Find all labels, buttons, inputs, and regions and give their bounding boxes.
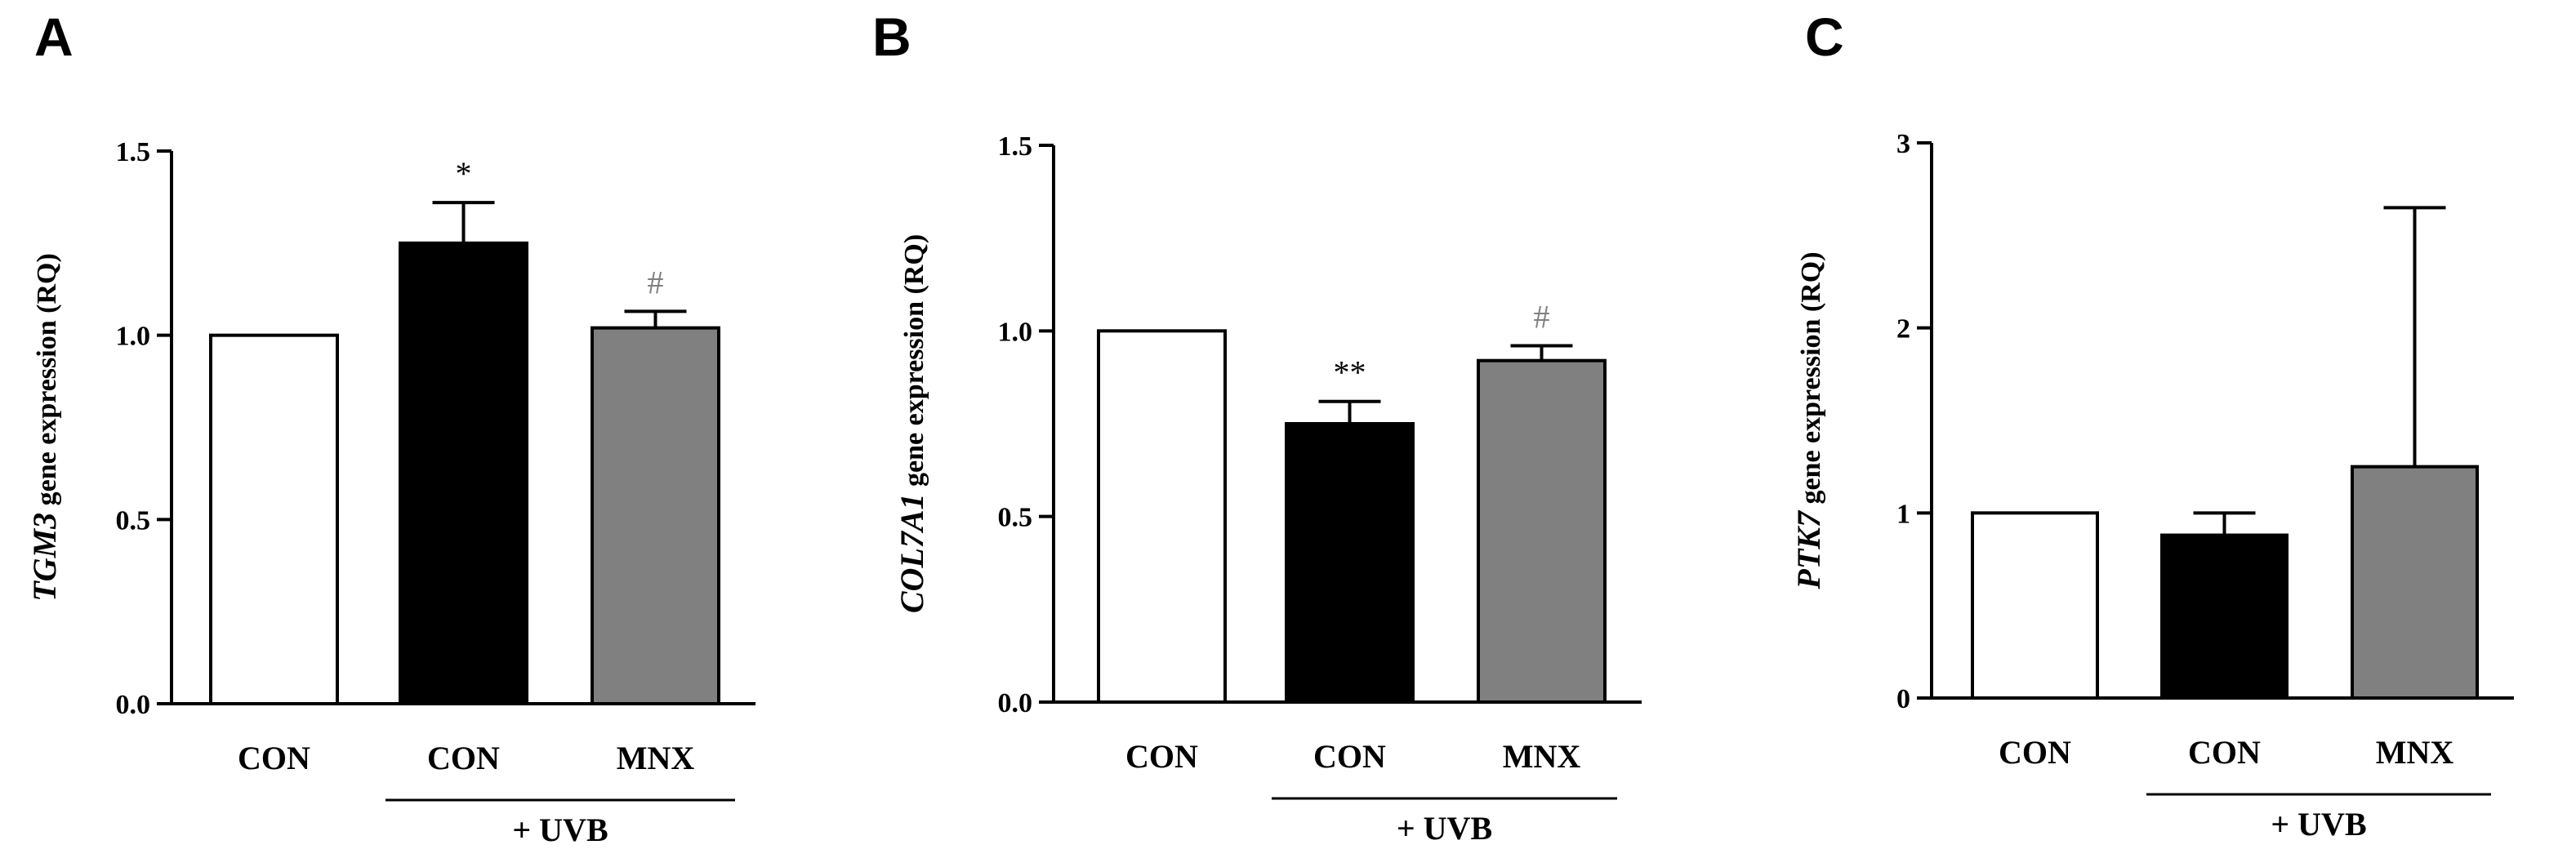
category-label: MNX <box>617 740 695 776</box>
y-tick-label: 1.0 <box>116 322 151 352</box>
panel-letter: C <box>1805 7 1844 67</box>
panel-a: A 0.0 0.5 1.0 1.5 TGM3 gene expression (RQ) CO… <box>26 7 755 848</box>
y-axis-label-gene: PTK7 <box>1790 509 1827 590</box>
significance-marker: # <box>1534 299 1550 336</box>
category-label: CON <box>2188 734 2261 771</box>
y-axis-label-gene: TGM3 <box>26 513 63 602</box>
panel-b: B 0.0 0.5 1.0 1.5 COL7A1 gene expression (RQ)… <box>872 7 1642 847</box>
bar <box>1285 422 1415 704</box>
y-axis-label: COL7A1 gene expression (RQ) <box>894 234 930 613</box>
bar <box>2351 465 2479 700</box>
y-tick-label: 3 <box>1896 129 1910 159</box>
bar <box>399 241 528 706</box>
group-label: + UVB <box>2271 806 2366 843</box>
y-axis-label-gene: COL7A1 <box>894 493 930 613</box>
y-axis-label-suffix: gene expression (RQ) <box>1796 251 1826 511</box>
y-axis-label-suffix: gene expression (RQ) <box>899 234 929 494</box>
y-axis-label-suffix: gene expression (RQ) <box>32 253 62 513</box>
category-label: CON <box>427 740 500 776</box>
bar <box>1477 358 1607 704</box>
y-tick-label: 1 <box>1896 499 1910 529</box>
group-label: + UVB <box>1397 810 1492 847</box>
y-tick-label: 0.5 <box>998 503 1033 533</box>
panel-letter: B <box>872 7 911 67</box>
category-label: CON <box>1125 738 1198 775</box>
bar <box>1971 511 2099 700</box>
category-label: MNX <box>2376 734 2454 771</box>
y-tick-label: 0 <box>1896 684 1910 714</box>
panel-c: C 0 1 2 3 PTK7 gene expression (RQ) CON CON MNX +… <box>1790 7 2514 843</box>
category-label: CON <box>1313 738 1386 775</box>
y-axis-label: TGM3 gene expression (RQ) <box>26 253 63 602</box>
category-label: MNX <box>1503 738 1581 775</box>
group-label: + UVB <box>512 811 608 848</box>
y-tick-label: 0.0 <box>116 690 151 720</box>
y-tick-label: 1.5 <box>116 137 151 167</box>
y-tick-label: 0.5 <box>116 505 151 536</box>
y-axis-label: PTK7 gene expression (RQ) <box>1790 251 1827 589</box>
category-label: CON <box>238 740 310 776</box>
y-tick-label: 1.5 <box>998 131 1033 162</box>
bar <box>591 326 720 705</box>
y-tick-label: 2 <box>1896 314 1910 345</box>
significance-marker: # <box>648 264 664 300</box>
bar <box>209 333 339 705</box>
y-tick-label: 1.0 <box>998 317 1033 347</box>
bar <box>1097 329 1227 704</box>
y-tick-label: 0.0 <box>998 688 1033 718</box>
bar <box>2160 533 2289 700</box>
significance-marker: ** <box>1334 354 1366 391</box>
panel-letter: A <box>34 7 74 67</box>
significance-marker: * <box>456 155 472 192</box>
category-label: CON <box>1999 734 2071 771</box>
